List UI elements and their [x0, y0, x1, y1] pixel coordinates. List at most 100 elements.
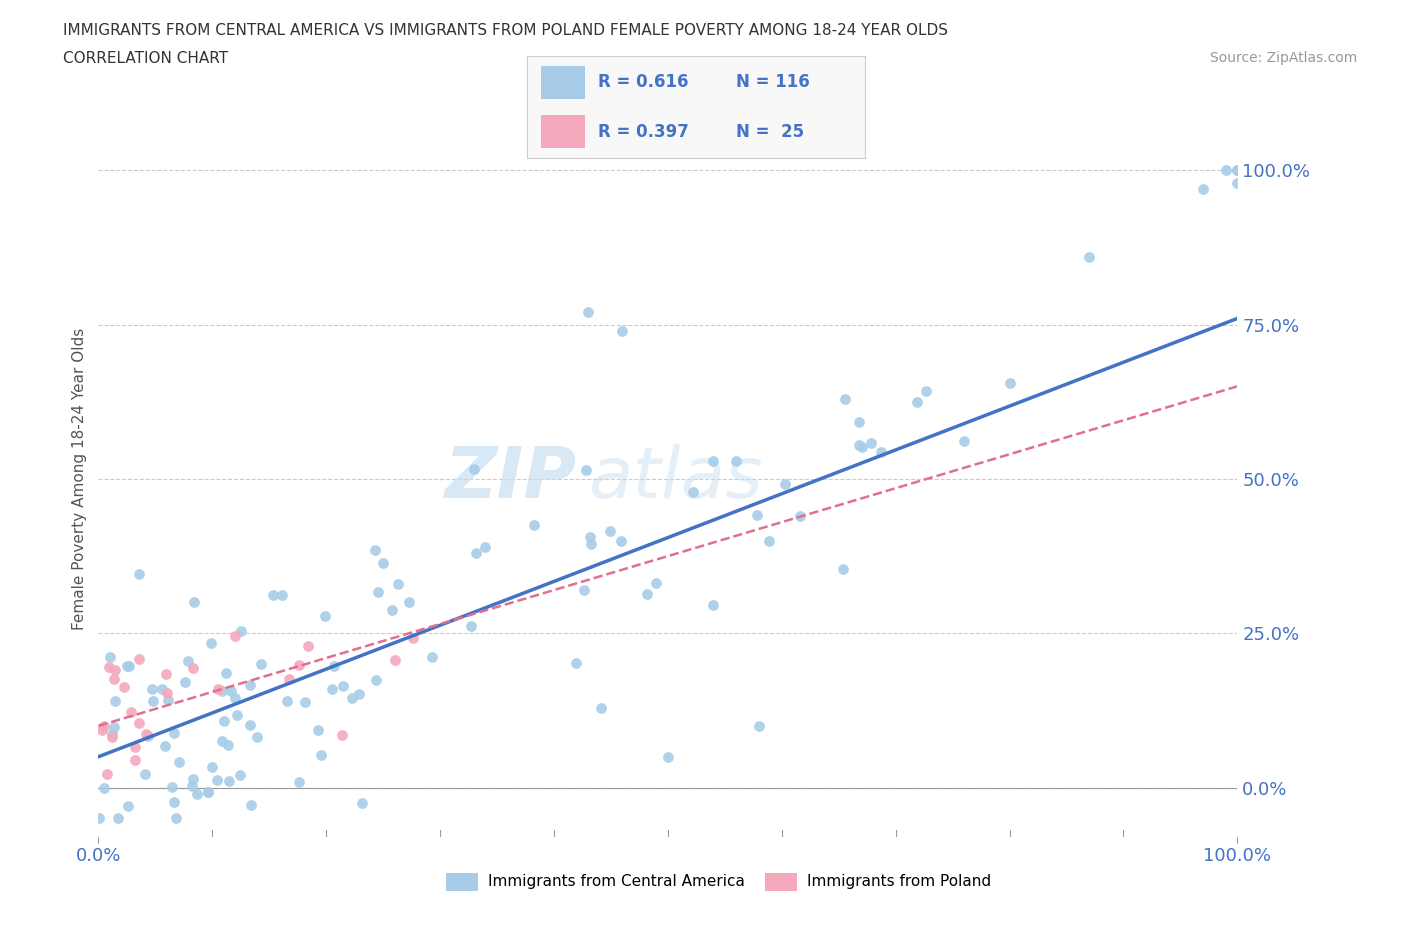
Point	[367, 585, 389, 600]
Point	[831, 562, 853, 577]
Point	[645, 576, 668, 591]
Text: IMMIGRANTS FROM CENTRAL AMERICA VS IMMIGRANTS FROM POLAND FEMALE POVERTY AMONG 1: IMMIGRANTS FROM CENTRAL AMERICA VS IMMIG…	[63, 23, 948, 38]
Point	[384, 653, 406, 668]
Point	[869, 445, 891, 459]
Point	[176, 654, 198, 669]
Text: R = 0.616: R = 0.616	[598, 73, 689, 91]
Point	[135, 726, 157, 741]
Point	[115, 658, 138, 673]
Bar	[446, 872, 478, 891]
Point	[180, 779, 202, 794]
Bar	[765, 872, 797, 891]
Point	[167, 754, 190, 769]
Text: atlas: atlas	[588, 445, 762, 513]
Point	[103, 720, 125, 735]
Point	[579, 530, 602, 545]
Point	[120, 705, 142, 720]
Point	[250, 657, 273, 671]
Point	[1226, 163, 1249, 178]
Point	[239, 797, 262, 812]
Point	[276, 693, 298, 708]
Point	[107, 811, 129, 826]
Point	[682, 485, 704, 499]
Point	[221, 684, 243, 698]
Point	[163, 795, 186, 810]
Point	[907, 394, 929, 409]
Point	[789, 508, 811, 523]
Point	[859, 435, 882, 450]
Point	[101, 727, 124, 742]
Point	[278, 671, 301, 686]
Point	[215, 666, 238, 681]
Point	[134, 766, 156, 781]
Point	[307, 723, 329, 737]
Text: N = 116: N = 116	[737, 73, 810, 91]
Point	[636, 586, 658, 601]
Point	[217, 737, 239, 752]
Point	[262, 588, 284, 603]
Point	[463, 462, 485, 477]
Point	[163, 726, 186, 741]
Point	[1215, 163, 1237, 178]
Point	[398, 595, 420, 610]
Point	[915, 384, 938, 399]
Point	[314, 609, 336, 624]
Point	[309, 748, 332, 763]
Point	[128, 651, 150, 666]
Point	[211, 684, 233, 698]
Point	[702, 454, 724, 469]
Text: R = 0.397: R = 0.397	[598, 123, 689, 140]
Point	[200, 636, 222, 651]
Point	[152, 682, 174, 697]
Point	[271, 588, 294, 603]
Bar	[541, 115, 585, 148]
Point	[848, 437, 870, 452]
Point	[128, 716, 150, 731]
Point	[211, 734, 233, 749]
Point	[330, 728, 353, 743]
Point	[103, 671, 125, 686]
Point	[288, 775, 311, 790]
Point	[364, 542, 387, 557]
Point	[287, 658, 309, 672]
Point	[218, 774, 240, 789]
Text: Immigrants from Central America: Immigrants from Central America	[488, 874, 745, 889]
Point	[214, 713, 236, 728]
Point	[834, 392, 856, 406]
Point	[205, 772, 228, 787]
Point	[565, 656, 588, 671]
Point	[197, 785, 219, 800]
Point	[465, 545, 488, 560]
Point	[229, 623, 252, 638]
Point	[745, 508, 768, 523]
Point	[224, 691, 246, 706]
Point	[748, 719, 770, 734]
Point	[93, 780, 115, 795]
Point	[953, 433, 976, 448]
Point	[297, 639, 319, 654]
Point	[572, 582, 595, 597]
Point	[340, 691, 363, 706]
Point	[371, 556, 394, 571]
Point	[181, 661, 204, 676]
Point	[612, 324, 634, 339]
Y-axis label: Female Poverty Among 18-24 Year Olds: Female Poverty Among 18-24 Year Olds	[72, 328, 87, 631]
Point	[93, 719, 115, 734]
Point	[1192, 181, 1215, 196]
Point	[96, 766, 118, 781]
Point	[229, 767, 252, 782]
Point	[155, 667, 177, 682]
Point	[998, 375, 1021, 390]
Point	[321, 681, 343, 696]
Point	[350, 796, 373, 811]
Point	[142, 694, 165, 709]
Point	[141, 682, 163, 697]
Point	[112, 680, 135, 695]
Point	[1078, 249, 1101, 264]
Point	[420, 649, 443, 664]
Point	[98, 649, 121, 664]
Text: Source: ZipAtlas.com: Source: ZipAtlas.com	[1209, 51, 1357, 65]
Point	[474, 540, 496, 555]
Point	[610, 533, 633, 548]
Point	[1226, 175, 1249, 190]
